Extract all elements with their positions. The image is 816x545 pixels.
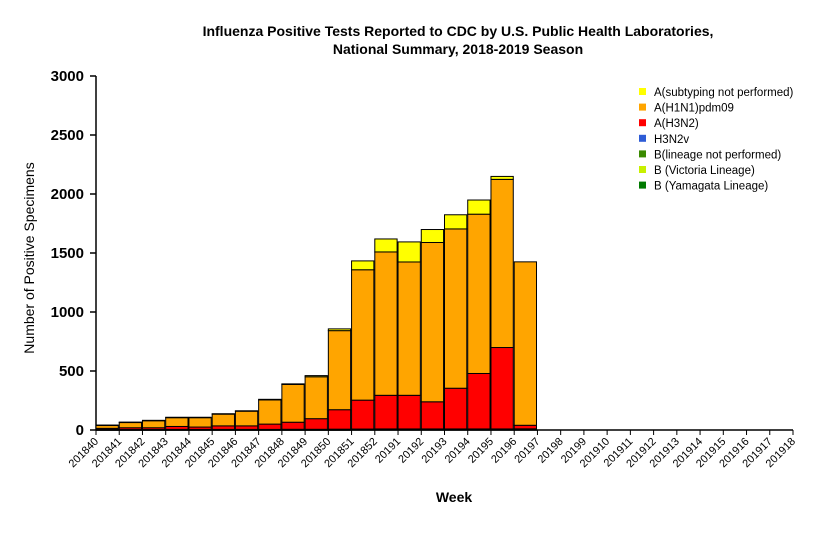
bar-segment — [234, 410, 259, 427]
bar-segment — [304, 376, 328, 420]
legend-entry: A(subtyping not performed) — [654, 87, 794, 99]
legend-swatch — [639, 119, 646, 127]
bar-segment — [211, 425, 235, 430]
y-tick-label: 1500 — [51, 245, 84, 262]
bar-segment — [397, 261, 421, 396]
y-axis-label: Number of Positive Specimens — [21, 162, 37, 353]
y-tick-label: 2500 — [51, 127, 84, 144]
legend-swatch — [639, 134, 646, 142]
bar-segment — [420, 401, 445, 430]
bar-segment — [397, 241, 421, 263]
bar-segment — [258, 423, 282, 430]
bar-segment — [141, 419, 166, 422]
x-tick-label: 20197 — [512, 436, 542, 466]
bar-segment — [258, 399, 282, 425]
legend-swatch — [639, 88, 646, 95]
x-tick-label: 20195 — [466, 436, 496, 466]
bar-segment — [258, 398, 282, 401]
bar-segment — [141, 420, 166, 429]
legend-entry: B(lineage not performed) — [654, 149, 781, 161]
bar-segment — [467, 213, 491, 374]
bar-segment — [467, 372, 491, 430]
bar-segment — [490, 347, 514, 430]
bar-segment — [374, 251, 398, 396]
x-tick-label: 20196 — [489, 436, 519, 466]
bar-segment — [374, 394, 398, 430]
bar-segment — [234, 425, 259, 430]
bar-segment — [165, 416, 189, 419]
y-tick-label: 0 — [76, 422, 84, 439]
x-axis-label: Week — [436, 489, 473, 505]
legend-entry: B (Yamagata Lineage) — [654, 181, 768, 193]
chart-title-line2: National Summary, 2018-2019 Season — [333, 41, 583, 57]
legend-entry: H3N2v — [654, 134, 689, 146]
bar-segment — [490, 175, 514, 180]
bar-segment — [327, 328, 352, 332]
chart-title-line1: Influenza Positive Tests Reported to CDC… — [203, 23, 714, 39]
bar-segment — [95, 424, 119, 427]
bar-segment — [327, 409, 352, 430]
legend-swatch — [639, 181, 646, 189]
bar-segment — [118, 421, 143, 424]
bar-segment — [188, 416, 212, 419]
bar-segment — [165, 417, 189, 427]
bar-segment — [420, 241, 445, 403]
y-tick-label: 500 — [59, 363, 84, 380]
x-tick-label: 20198 — [536, 436, 566, 466]
bar-segment — [281, 383, 305, 423]
bar-segment — [374, 238, 398, 253]
bar-segment — [467, 199, 491, 215]
legend-entry: B (Victoria Lineage) — [654, 165, 755, 177]
bar-segment — [211, 413, 235, 427]
bar-segment — [351, 399, 375, 430]
x-tick-label: 20191 — [373, 436, 403, 466]
bar-segment — [420, 229, 445, 243]
legend: A(subtyping not performed) A(H1N1)pdm09 A(… — [639, 87, 794, 193]
legend-swatch — [639, 150, 646, 158]
x-tick-label: 20194 — [443, 436, 473, 466]
legend-swatch — [639, 166, 646, 173]
bar-segment — [351, 260, 375, 271]
bar-segment — [444, 228, 468, 389]
bar-segment — [281, 421, 305, 430]
legend-entry: A(H1N1)pdm09 — [654, 103, 734, 115]
legend-entry: A(H3N2) — [654, 118, 699, 130]
bar-segment — [304, 418, 328, 430]
bar-segment — [513, 424, 538, 430]
bar-segment — [188, 417, 212, 428]
bar-segment — [304, 375, 328, 378]
bar-segment — [397, 394, 421, 430]
bar-segment — [513, 261, 538, 426]
bar-segment — [234, 410, 259, 412]
x-tick-label: 20193 — [420, 436, 450, 466]
bar-segment — [490, 178, 514, 349]
y-tick-label: 3000 — [51, 68, 84, 85]
y-tick-label: 1000 — [51, 304, 84, 321]
bar-segment — [281, 383, 305, 385]
bar-segment — [444, 387, 468, 430]
x-tick-label: 20192 — [396, 436, 426, 466]
bar-segment — [118, 421, 143, 429]
bar-segment — [351, 269, 375, 401]
bar-segment — [327, 330, 352, 411]
y-tick-label: 2000 — [51, 186, 84, 203]
bar-segment — [444, 214, 468, 230]
bar-segment — [211, 413, 235, 415]
legend-swatch — [639, 103, 646, 111]
